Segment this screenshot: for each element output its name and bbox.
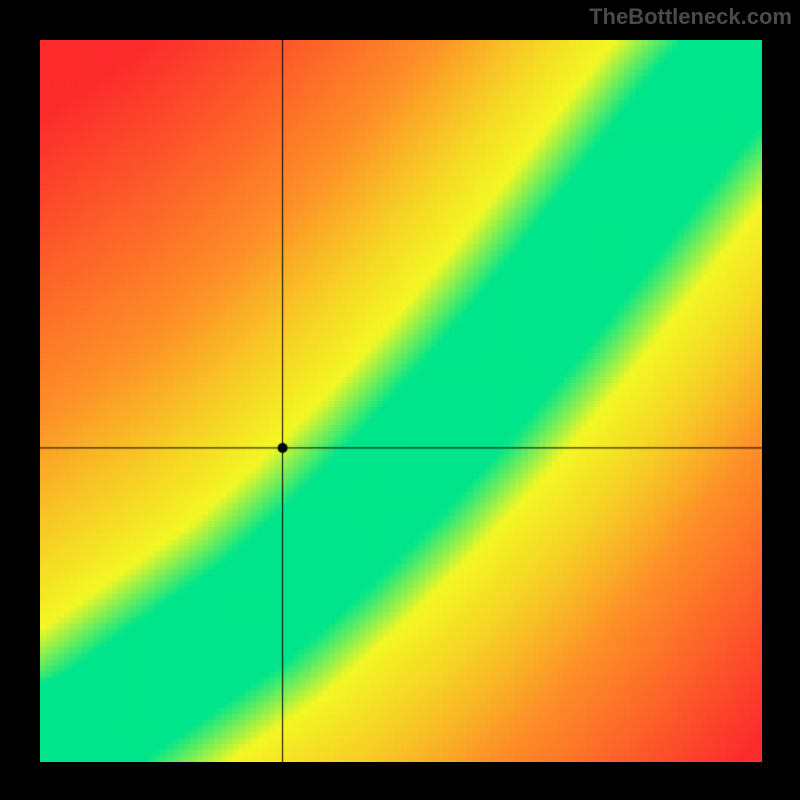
watermark-text: TheBottleneck.com	[589, 4, 792, 30]
chart-container: TheBottleneck.com	[0, 0, 800, 800]
plot-area	[40, 40, 762, 762]
heatmap-canvas	[40, 40, 762, 762]
